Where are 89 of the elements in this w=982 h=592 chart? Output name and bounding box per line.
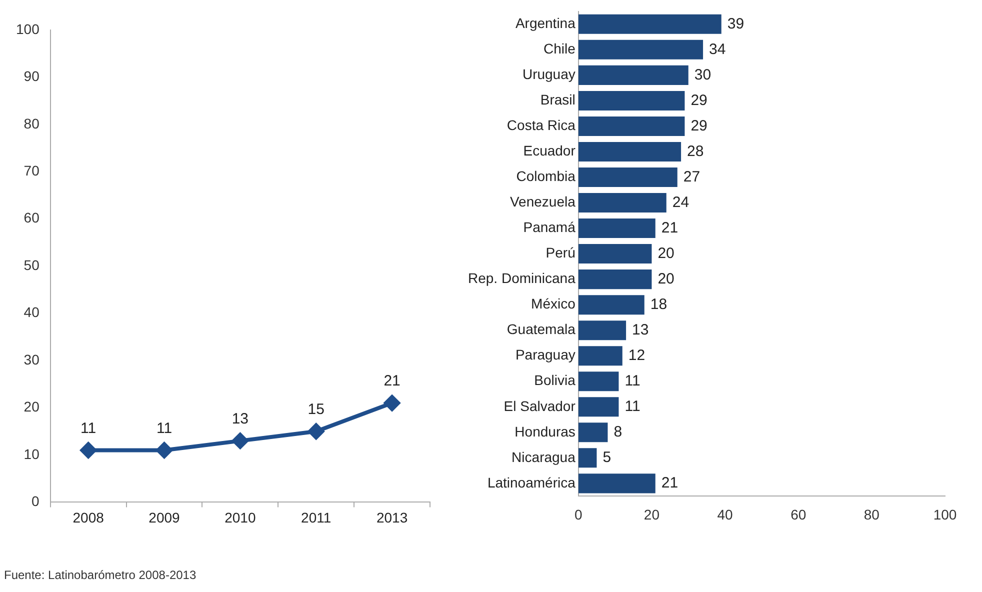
bar bbox=[578, 193, 666, 213]
data-label: 11 bbox=[624, 372, 640, 390]
bar bbox=[578, 142, 682, 162]
bar bbox=[578, 14, 722, 34]
data-label: 34 bbox=[709, 40, 726, 58]
y-tick-label: Argentina bbox=[515, 15, 576, 32]
x-tick-label: 2009 bbox=[148, 509, 180, 526]
x-tick-label: 2011 bbox=[301, 509, 332, 526]
y-tick-label: Costa Rica bbox=[506, 117, 576, 134]
y-tick-label: Guatemala bbox=[506, 321, 576, 338]
data-label: 21 bbox=[661, 219, 678, 236]
bar bbox=[578, 448, 597, 468]
point bbox=[156, 442, 172, 458]
bar bbox=[578, 116, 685, 136]
y-tick-label: Uruguay bbox=[522, 66, 576, 82]
y-tick-label: Venezuela bbox=[510, 194, 576, 210]
source-note: Fuente: Latinobarómetro 2008-2013 bbox=[4, 568, 196, 582]
y-tick-label: Brasil bbox=[540, 92, 576, 108]
x-tick-label: 40 bbox=[717, 506, 734, 522]
y-tick-label: 20 bbox=[24, 398, 40, 415]
point bbox=[80, 442, 96, 458]
y-tick-label: 10 bbox=[24, 446, 40, 462]
data-label: 27 bbox=[683, 168, 700, 186]
point bbox=[308, 423, 324, 440]
x-tick-label: 2013 bbox=[376, 509, 408, 526]
data-label: 13 bbox=[632, 321, 649, 338]
y-tick-label: Latinoamérica bbox=[487, 474, 576, 490]
y-tick-label: Colombia bbox=[516, 168, 576, 184]
bar bbox=[578, 270, 652, 290]
data-label: 13 bbox=[232, 410, 249, 428]
bar bbox=[578, 422, 608, 442]
y-tick-label: 90 bbox=[24, 68, 40, 84]
bar bbox=[578, 218, 656, 238]
y-tick-label: 0 bbox=[32, 493, 40, 510]
y-tick-label: 70 bbox=[24, 162, 40, 179]
bar bbox=[578, 40, 704, 60]
data-label: 15 bbox=[308, 401, 324, 418]
data-label: 20 bbox=[658, 244, 674, 262]
data-label: 12 bbox=[628, 347, 646, 364]
bar bbox=[578, 372, 619, 392]
bar bbox=[578, 295, 644, 315]
data-label: 30 bbox=[694, 66, 712, 84]
y-tick-label: 50 bbox=[24, 256, 40, 273]
y-tick-label: 80 bbox=[24, 115, 40, 132]
y-tick-label: Nicaragua bbox=[512, 448, 576, 465]
data-label: 29 bbox=[690, 92, 708, 109]
y-tick-label: Chile bbox=[543, 40, 576, 57]
x-tick-label: 60 bbox=[790, 506, 806, 522]
x-tick-label: 80 bbox=[864, 506, 880, 522]
bar bbox=[578, 346, 622, 366]
y-tick-label: México bbox=[531, 296, 576, 312]
y-tick-label: 60 bbox=[24, 210, 40, 226]
y-tick-label: Perú bbox=[546, 244, 576, 261]
y-tick-label: Panamá bbox=[523, 219, 576, 236]
bar bbox=[578, 474, 656, 494]
y-tick-label: 30 bbox=[24, 351, 40, 368]
data-label: 20 bbox=[658, 270, 674, 288]
bar bbox=[578, 320, 626, 340]
data-label: 11 bbox=[80, 420, 96, 437]
bar bbox=[578, 167, 678, 188]
y-tick-label: Bolivia bbox=[534, 372, 576, 388]
y-tick-label: El Salvador bbox=[504, 398, 576, 414]
y-tick-label: 100 bbox=[16, 20, 40, 37]
bar bbox=[578, 397, 619, 417]
x-tick-label: 100 bbox=[933, 506, 957, 522]
y-tick-label: Honduras bbox=[514, 423, 576, 440]
data-label: 21 bbox=[384, 372, 400, 390]
point bbox=[232, 432, 248, 449]
x-tick-label: 20 bbox=[644, 506, 660, 522]
data-label: 5 bbox=[602, 449, 612, 466]
data-label: 21 bbox=[661, 474, 678, 492]
data-label: 11 bbox=[624, 398, 640, 416]
bar bbox=[578, 90, 685, 110]
bar bbox=[578, 244, 652, 264]
data-label: 29 bbox=[690, 117, 708, 134]
bar bbox=[578, 65, 688, 85]
x-tick-label: 2010 bbox=[224, 509, 256, 526]
y-tick-label: Ecuador bbox=[523, 142, 576, 159]
data-label: 39 bbox=[727, 15, 744, 32]
y-tick-label: Paraguay bbox=[515, 346, 576, 363]
point bbox=[384, 395, 400, 412]
data-label: 18 bbox=[650, 296, 668, 313]
data-label: 24 bbox=[672, 194, 690, 211]
y-tick-label: 40 bbox=[24, 304, 40, 320]
data-label: 8 bbox=[614, 424, 622, 441]
data-label: 28 bbox=[687, 142, 704, 160]
data-label: 11 bbox=[156, 420, 172, 437]
x-tick-label: 2008 bbox=[72, 509, 104, 526]
y-tick-label: Rep. Dominicana bbox=[468, 270, 576, 286]
